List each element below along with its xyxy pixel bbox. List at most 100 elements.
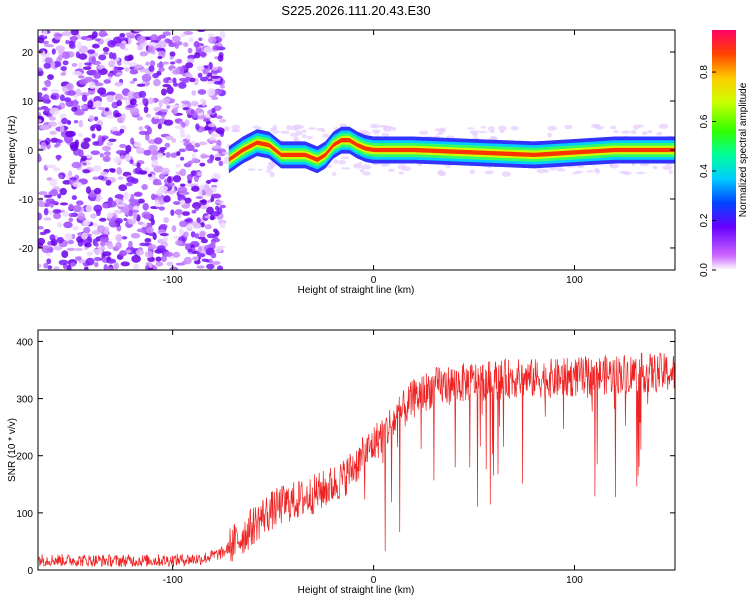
heatmap-cell: [381, 132, 390, 137]
heatmap-cell: [398, 171, 405, 175]
heatmap-cell: [198, 37, 203, 42]
heatmap-cell: [215, 127, 225, 135]
heatmap-cell: [93, 256, 102, 262]
heatmap-cell: [181, 211, 191, 216]
heatmap-cell: [192, 148, 199, 153]
snr-ytick-label: 200: [16, 452, 33, 463]
heatmap-cell: [165, 152, 171, 158]
heatmap-cell: [77, 212, 86, 221]
heatmap-cell: [102, 155, 111, 163]
heatmap-cell: [200, 199, 207, 206]
heatmap-cell: [207, 140, 217, 144]
heatmap-cell: [210, 210, 220, 217]
heatmap-cell: [155, 256, 162, 262]
heatmap-cell: [574, 170, 584, 173]
spectrogram-y-label: Frequency (Hz): [7, 116, 18, 185]
heatmap-cell: [141, 73, 152, 82]
heatmap-cell: [197, 72, 203, 78]
heatmap-cell: [171, 225, 177, 233]
heatmap-cell: [176, 58, 183, 64]
heatmap-cell: [169, 61, 176, 65]
heatmap-cell: [66, 120, 72, 125]
heatmap-cell: [144, 214, 152, 220]
heatmap-cell: [112, 130, 121, 136]
heatmap-cell: [564, 124, 573, 130]
heatmap-cell: [130, 232, 141, 239]
heatmap-cell: [72, 99, 79, 108]
heatmap-cell: [218, 160, 224, 167]
heatmap-cell: [68, 217, 74, 223]
heatmap-cell: [632, 124, 640, 130]
heatmap-cell: [102, 46, 110, 53]
heatmap-cell: [41, 245, 51, 249]
heatmap-cell: [63, 97, 72, 103]
heatmap-cell: [149, 60, 156, 67]
heatmap-cell: [142, 97, 147, 105]
heatmap-cell: [199, 230, 206, 238]
heatmap-cell: [194, 206, 200, 211]
heatmap-cell: [159, 233, 169, 237]
heatmap-cell: [102, 251, 112, 257]
heatmap-cell: [436, 132, 442, 136]
heatmap-cell: [106, 258, 117, 264]
heatmap-cell: [98, 106, 106, 111]
heatmap-cell: [306, 135, 314, 140]
spectrogram-xtick-label: 100: [566, 275, 583, 286]
heatmap-cell: [87, 100, 94, 109]
heatmap-cell: [609, 125, 617, 130]
spectrogram-xtick-label: 0: [371, 275, 377, 286]
colorbar-gradient: [712, 30, 736, 270]
heatmap-cell: [101, 145, 112, 152]
heatmap-cell: [58, 259, 69, 266]
heatmap-cell: [60, 72, 66, 76]
heatmap-cell: [113, 199, 123, 203]
heatmap-cell: [480, 125, 486, 129]
heatmap-cell: [183, 231, 189, 238]
heatmap-cell: [172, 175, 182, 183]
heatmap-cell: [93, 82, 104, 87]
heatmap-cell: [167, 176, 172, 184]
heatmap-cell: [169, 51, 176, 57]
heatmap-cell: [194, 233, 200, 239]
heatmap-cell: [124, 153, 131, 161]
heatmap-cell: [131, 178, 139, 184]
heatmap-cell: [65, 39, 70, 45]
heatmap-cell: [380, 162, 390, 167]
heatmap-cell: [115, 72, 123, 76]
heatmap-cell: [231, 129, 240, 133]
heatmap-cell: [193, 40, 200, 48]
heatmap-cell: [266, 164, 274, 171]
heatmap-cell: [639, 163, 650, 167]
heatmap-cell: [174, 209, 183, 215]
heatmap-cell: [48, 121, 58, 127]
heatmap-cell: [91, 43, 100, 49]
heatmap-cell: [212, 145, 222, 149]
heatmap-cell: [46, 258, 52, 265]
heatmap-cell: [72, 225, 79, 231]
heatmap-cell: [138, 130, 148, 136]
heatmap-cell: [191, 185, 200, 192]
heatmap-cell: [73, 120, 79, 124]
heatmap-cell: [145, 61, 150, 66]
heatmap-cell: [200, 205, 208, 210]
heatmap-cell: [162, 84, 172, 88]
heatmap-cell: [45, 198, 56, 204]
heatmap-cell: [187, 222, 192, 230]
heatmap-cell: [196, 265, 205, 269]
heatmap-cell: [586, 170, 595, 173]
heatmap-cell: [121, 113, 126, 121]
heatmap-cell: [96, 65, 104, 70]
heatmap-cell: [163, 251, 174, 257]
heatmap-cell: [164, 142, 171, 148]
heatmap-cell: [157, 55, 163, 60]
heatmap-cell: [49, 130, 58, 135]
heatmap-cell: [125, 249, 132, 254]
heatmap-cell: [157, 152, 164, 159]
heatmap-cell: [44, 194, 53, 198]
heatmap-cell: [184, 218, 192, 223]
heatmap-cell: [79, 78, 89, 85]
heatmap-cell: [333, 159, 339, 164]
heatmap-cell: [38, 107, 44, 111]
heatmap-cell: [80, 92, 90, 97]
heatmap-cell: [174, 125, 184, 129]
